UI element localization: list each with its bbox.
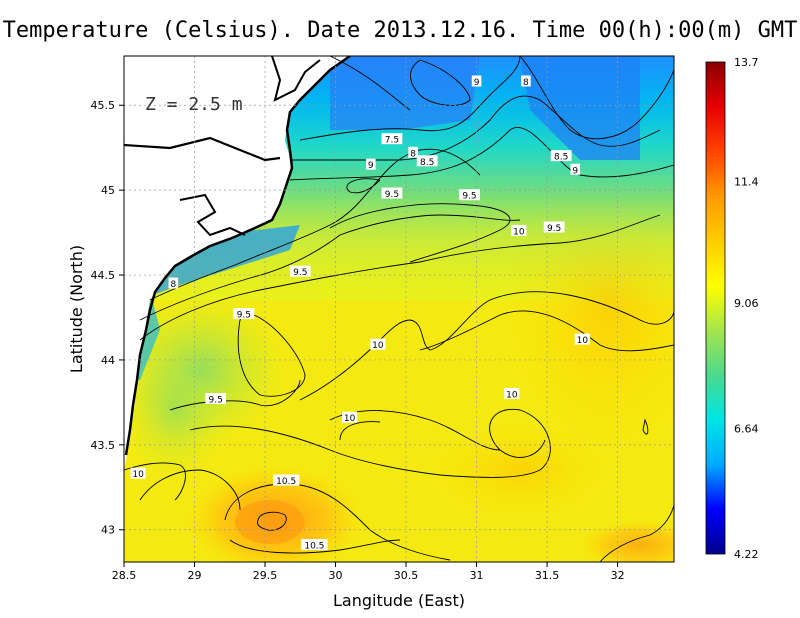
gridlines: [124, 56, 674, 562]
contour-label-bg: [416, 155, 438, 167]
contour-label: 8.5: [420, 158, 434, 168]
x-tick-label: 31.5: [535, 569, 560, 582]
colorbar-tick-label: 4.22: [734, 548, 759, 561]
contour-label: 9: [474, 78, 480, 88]
contour-label-bg: [471, 75, 482, 87]
x-axis-title: Langitude (East): [333, 591, 465, 610]
colorbar-tick-label: 9.06: [734, 297, 759, 310]
contour-label: 9.5: [209, 395, 223, 405]
contour-label-bg: [550, 150, 572, 162]
contour-label: 9.5: [547, 224, 561, 234]
contour-label: 9.5: [293, 268, 307, 278]
contour-label-bg: [233, 308, 255, 320]
coastline: [271, 56, 321, 102]
x-tick-label: 29: [188, 569, 202, 582]
contour-labels: 7.5 8 8.5 9 9 8 8.5 9 9.5 9.5 10 9.5 9.5 8 9.5 10 10 9.5 1…: [130, 75, 590, 552]
x-tick-label: 28.5: [112, 569, 137, 582]
coastline: [179, 193, 246, 237]
contour-label-bg: [459, 189, 480, 201]
contour-label: 8: [523, 78, 529, 88]
contour-label-bg: [543, 221, 565, 233]
contour-label-bg: [168, 277, 179, 289]
contour-label: 9: [572, 166, 578, 176]
y-tick-label: 44: [101, 354, 115, 367]
contour-label-bg: [342, 411, 358, 423]
contour-label: 10.5: [276, 477, 296, 487]
plot-frame: [123, 55, 675, 563]
contour-label: 8: [410, 149, 416, 159]
contour-label-bg: [408, 146, 418, 158]
contour-label: 9.5: [385, 190, 399, 200]
x-axis-ticks: 28.5 29 29.5 30 30.5 31 31.5 32: [112, 562, 625, 582]
contour-lines: [124, 56, 674, 562]
coastline: [124, 136, 281, 162]
x-tick-label: 29.5: [253, 569, 278, 582]
contour-label: 8: [170, 280, 176, 290]
contour-label: 10: [132, 470, 144, 480]
contour-label: 10.5: [304, 542, 324, 552]
x-tick-label: 32: [611, 569, 625, 582]
y-tick-label: 45.5: [91, 99, 116, 112]
y-tick-label: 43.5: [91, 439, 116, 452]
y-axis-ticks: 43 43.5 44 44.5 45 45.5: [91, 99, 124, 537]
contour-label: 8.5: [554, 153, 568, 163]
contour-label: 9: [368, 161, 374, 171]
contour-label: 10: [372, 341, 384, 351]
contour-label-bg: [381, 187, 403, 199]
contour-label-bg: [511, 224, 527, 236]
contour-label-bg: [205, 392, 227, 404]
contour-label-bg: [130, 467, 146, 479]
contour-label: 9.5: [237, 311, 251, 321]
chart-title: Temperature (Celsius). Date 2013.12.16. …: [2, 18, 798, 43]
contour-label-bg: [381, 133, 403, 145]
contour-label-bg: [289, 265, 311, 277]
x-tick-label: 30.5: [394, 569, 419, 582]
contour-label-bg: [521, 75, 531, 87]
depth-label: Z = 2.5 m: [145, 94, 243, 115]
contour-label-bg: [370, 338, 386, 350]
contour-label: 10: [577, 336, 589, 346]
temperature-field: [124, 56, 674, 562]
coastline: [124, 56, 351, 456]
contour-label-bg: [504, 387, 520, 399]
contour-label: 7.5: [385, 136, 399, 146]
colorbar: [705, 61, 726, 555]
contour-label-bg: [365, 158, 376, 170]
y-tick-label: 45: [101, 184, 115, 197]
y-axis-title: Latitude (North): [67, 245, 86, 373]
colorbar-ticks: 13.7 11.4 9.06 6.64 4.22: [734, 56, 759, 561]
contour-label: 10: [506, 390, 518, 400]
contour-label-bg: [574, 333, 590, 345]
contour-label-bg: [570, 163, 581, 175]
contour-label-bg: [301, 539, 328, 551]
x-tick-label: 31: [470, 569, 484, 582]
contour-label: 10: [344, 414, 356, 424]
y-tick-label: 43: [101, 524, 115, 537]
contour-label-bg: [272, 474, 300, 486]
colorbar-tick-label: 13.7: [734, 56, 759, 69]
y-tick-label: 44.5: [91, 269, 116, 282]
colorbar-tick-label: 11.4: [734, 175, 759, 188]
colorbar-tick-label: 6.64: [734, 422, 759, 435]
x-tick-label: 30: [329, 569, 343, 582]
contour-label: 10: [513, 227, 525, 237]
contour-label: 9.5: [462, 192, 476, 202]
